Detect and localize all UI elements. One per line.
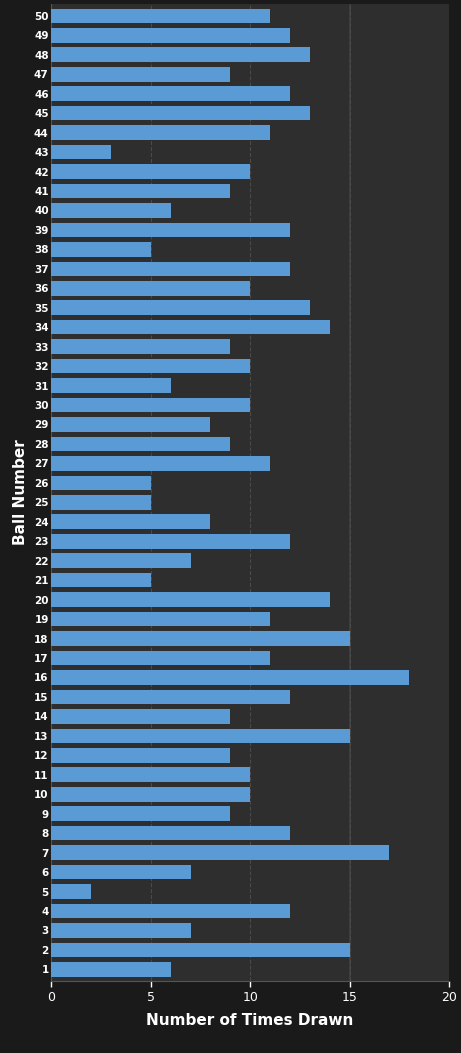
Bar bbox=[52, 281, 250, 296]
Bar bbox=[52, 144, 111, 159]
Bar bbox=[52, 670, 409, 684]
Bar bbox=[52, 942, 349, 957]
Bar bbox=[52, 86, 290, 101]
Bar bbox=[52, 495, 151, 510]
Bar bbox=[52, 183, 230, 198]
Bar bbox=[52, 417, 210, 432]
Bar bbox=[52, 807, 230, 821]
Bar bbox=[52, 359, 250, 374]
Bar bbox=[52, 534, 290, 549]
Bar bbox=[52, 398, 250, 413]
Bar bbox=[52, 8, 270, 23]
Bar bbox=[52, 962, 171, 976]
Bar bbox=[52, 748, 230, 762]
Bar bbox=[52, 787, 250, 801]
Bar bbox=[52, 456, 270, 471]
Bar bbox=[52, 47, 310, 62]
Bar bbox=[52, 885, 91, 899]
Bar bbox=[52, 865, 190, 879]
Bar bbox=[52, 320, 330, 335]
Bar bbox=[52, 846, 389, 860]
Bar bbox=[52, 612, 270, 627]
Bar bbox=[52, 573, 151, 588]
Bar bbox=[52, 203, 171, 218]
Bar bbox=[52, 631, 349, 645]
Bar bbox=[52, 164, 250, 179]
Bar bbox=[52, 106, 310, 120]
Bar bbox=[52, 67, 230, 81]
Bar bbox=[52, 690, 290, 704]
Bar bbox=[52, 125, 270, 140]
Bar bbox=[52, 476, 151, 490]
X-axis label: Number of Times Drawn: Number of Times Drawn bbox=[147, 1013, 354, 1028]
Bar bbox=[52, 300, 310, 315]
Bar bbox=[52, 261, 290, 276]
Bar bbox=[52, 378, 171, 393]
Bar bbox=[52, 651, 270, 665]
Bar bbox=[52, 593, 330, 607]
Bar bbox=[52, 826, 290, 840]
Bar bbox=[52, 437, 230, 452]
Bar bbox=[52, 923, 190, 938]
Bar bbox=[52, 242, 151, 257]
Bar bbox=[52, 903, 290, 918]
Bar bbox=[52, 709, 230, 723]
Bar bbox=[52, 28, 290, 42]
Bar bbox=[52, 729, 349, 743]
Bar bbox=[52, 339, 230, 354]
Bar bbox=[52, 768, 250, 782]
Y-axis label: Ball Number: Ball Number bbox=[13, 440, 29, 545]
Bar bbox=[52, 222, 290, 237]
Bar bbox=[52, 515, 210, 529]
Bar bbox=[52, 554, 190, 568]
